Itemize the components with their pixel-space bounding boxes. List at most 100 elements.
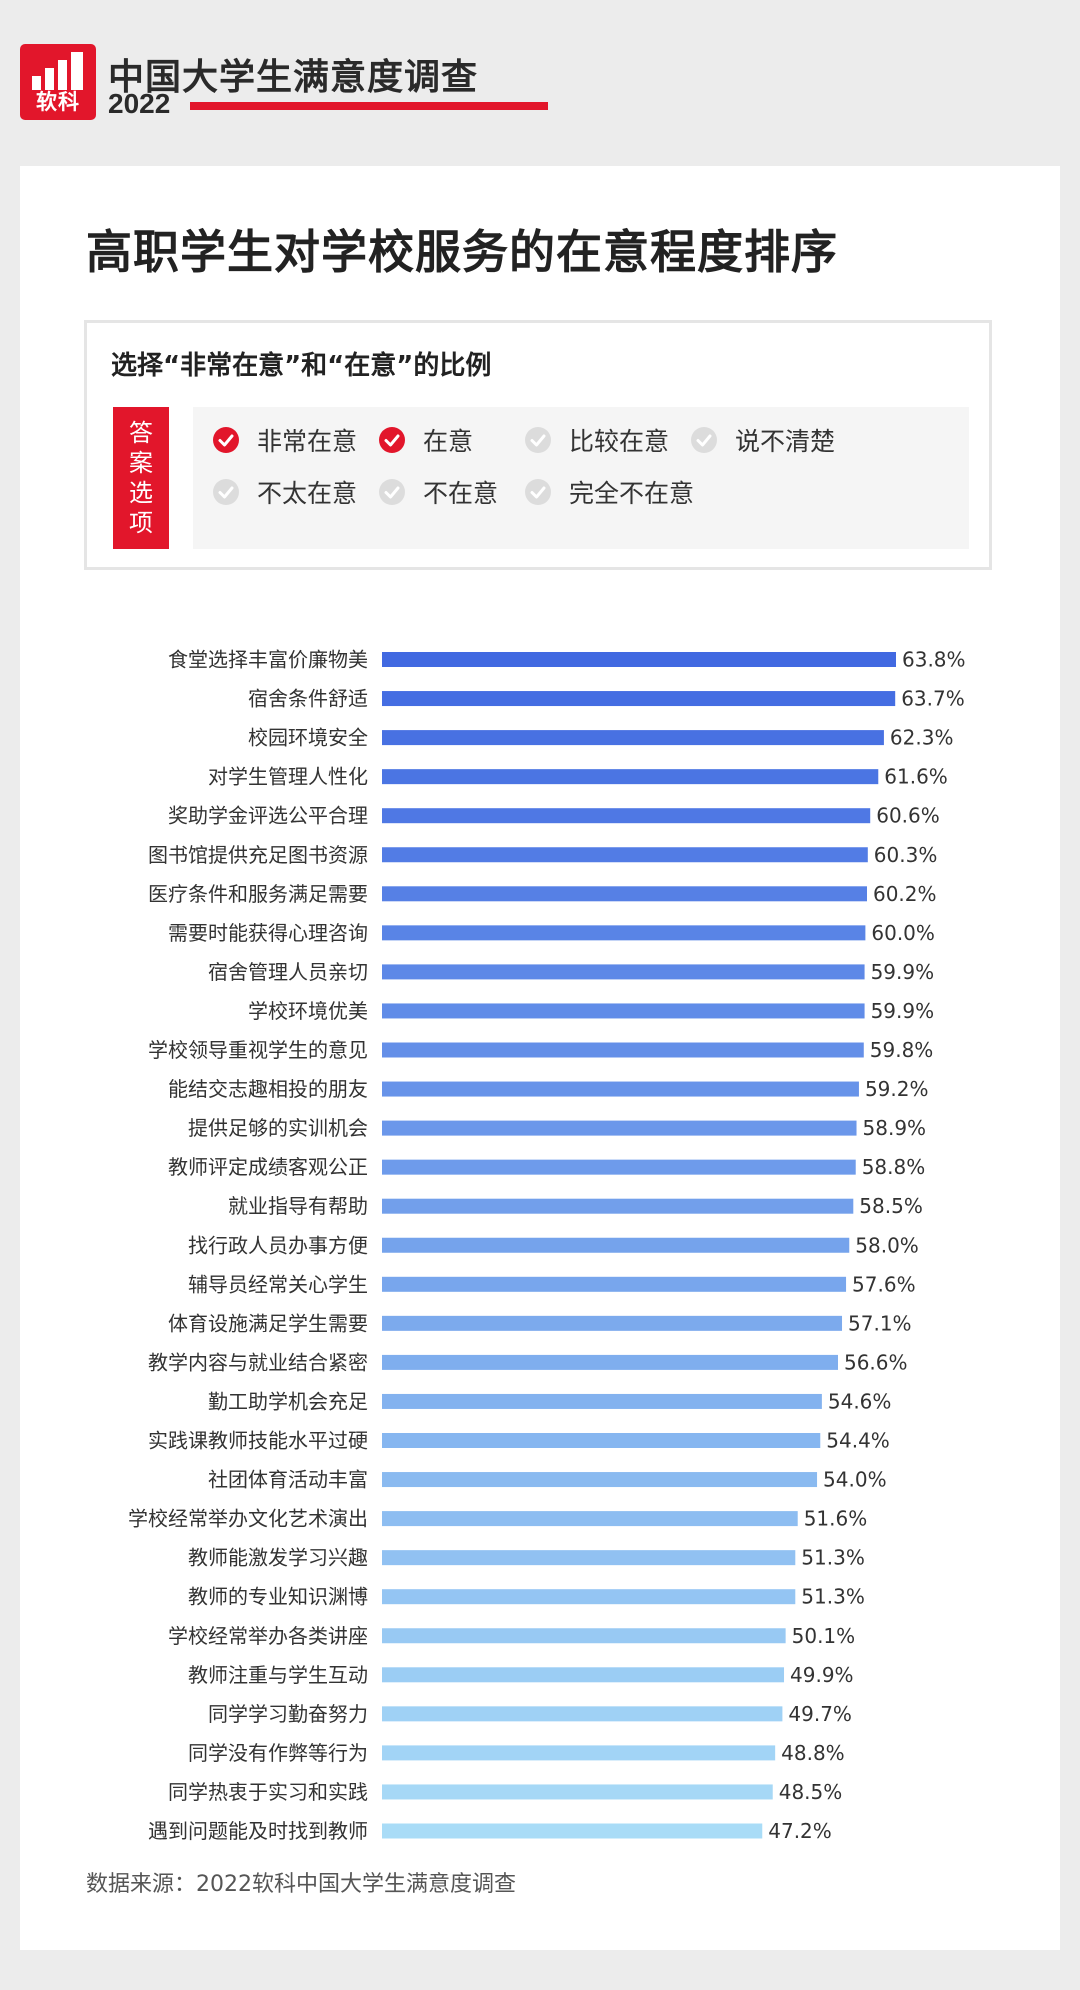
value-label: 60.0% bbox=[871, 921, 935, 945]
category-label: 宿舍管理人员亲切 bbox=[208, 960, 368, 984]
category-label: 学校经常举办文化艺术演出 bbox=[128, 1507, 368, 1531]
bar bbox=[382, 769, 879, 785]
value-label: 49.9% bbox=[790, 1663, 854, 1687]
value-label: 59.8% bbox=[870, 1038, 934, 1062]
bar bbox=[382, 1159, 856, 1175]
value-label: 51.3% bbox=[801, 1546, 865, 1570]
value-label: 57.1% bbox=[848, 1311, 912, 1335]
legend-option: 不太在意 bbox=[213, 477, 358, 508]
bar bbox=[382, 1315, 843, 1331]
value-label: 51.6% bbox=[804, 1507, 868, 1531]
legend-options-panel: 非常在意 在意 比较在意 说不清楚不太在意 不在意 完全不在意 bbox=[193, 407, 969, 549]
category-label: 同学热衷于实习和实践 bbox=[168, 1780, 368, 1804]
brand-header: 软科 中国大学生满意度调查 2022 bbox=[20, 44, 548, 122]
value-label: 59.9% bbox=[871, 960, 935, 984]
legend-option: 非常在意 bbox=[213, 425, 358, 456]
bar bbox=[382, 1511, 798, 1527]
bar bbox=[382, 1120, 857, 1136]
check-circle-gray-icon bbox=[691, 427, 717, 453]
bar bbox=[382, 1276, 847, 1292]
bar bbox=[382, 1198, 854, 1214]
check-circle-gray-icon bbox=[379, 479, 405, 505]
bar bbox=[382, 1550, 796, 1566]
survey-year: 2022 bbox=[108, 88, 171, 119]
value-label: 58.8% bbox=[862, 1155, 926, 1179]
bar bbox=[382, 964, 865, 980]
category-label: 医疗条件和服务满足需要 bbox=[148, 882, 368, 906]
category-label: 教师的专业知识渊博 bbox=[188, 1585, 368, 1609]
value-label: 51.3% bbox=[801, 1585, 865, 1609]
category-label: 同学没有作弊等行为 bbox=[188, 1741, 368, 1765]
category-label: 对学生管理人性化 bbox=[208, 765, 368, 789]
legend-option-label: 完全不在意 bbox=[569, 479, 695, 508]
category-label: 能结交志趣相投的朋友 bbox=[168, 1077, 368, 1101]
legend-option-label: 说不清楚 bbox=[735, 427, 836, 456]
category-label: 需要时能获得心理咨询 bbox=[168, 921, 368, 945]
bar bbox=[382, 1784, 773, 1800]
bar bbox=[382, 1589, 796, 1605]
bar bbox=[382, 1472, 818, 1488]
category-label: 学校经常举办各类讲座 bbox=[168, 1624, 368, 1648]
legend-option: 完全不在意 bbox=[525, 477, 695, 508]
value-label: 48.5% bbox=[779, 1780, 843, 1804]
legend-option-label: 比较在意 bbox=[569, 427, 670, 456]
answer-options-tag: 答案选项 bbox=[113, 407, 169, 549]
value-label: 60.6% bbox=[876, 804, 940, 828]
survey-title: 中国大学生满意度调查 bbox=[108, 57, 479, 98]
category-label: 宿舍条件舒适 bbox=[248, 687, 368, 711]
bar bbox=[382, 886, 867, 902]
value-label: 58.9% bbox=[863, 1116, 927, 1140]
logo-text: 软科 bbox=[36, 90, 80, 114]
check-circle-gray-icon bbox=[525, 427, 551, 453]
bar bbox=[382, 847, 868, 863]
value-label: 60.2% bbox=[873, 882, 937, 906]
legend-option-label: 不太在意 bbox=[257, 479, 358, 508]
bar bbox=[382, 1354, 838, 1370]
value-label: 61.6% bbox=[884, 765, 948, 789]
chart-title: 高职学生对学校服务的在意程度排序 bbox=[86, 225, 838, 279]
category-label: 奖助学金评选公平合理 bbox=[168, 804, 368, 828]
bar bbox=[382, 1706, 783, 1722]
bar bbox=[382, 808, 871, 824]
category-label: 教学内容与就业结合紧密 bbox=[148, 1350, 368, 1374]
value-label: 49.7% bbox=[788, 1702, 852, 1726]
legend-option-label: 不在意 bbox=[423, 479, 499, 508]
legend-option: 不在意 bbox=[379, 477, 499, 508]
value-label: 63.8% bbox=[902, 648, 966, 672]
ruanke-logo: 软科 bbox=[20, 44, 96, 120]
category-label: 辅导员经常关心学生 bbox=[188, 1272, 368, 1296]
bar bbox=[382, 1081, 859, 1097]
legend-option-label: 在意 bbox=[423, 427, 474, 456]
legend-option: 说不清楚 bbox=[691, 425, 836, 456]
legend-option: 在意 bbox=[379, 425, 474, 456]
category-label: 教师能激发学习兴趣 bbox=[188, 1546, 368, 1570]
chart-card: 高职学生对学校服务的在意程度排序 选择“非常在意”和“在意”的比例 答案选项 非… bbox=[20, 166, 1060, 1950]
category-label: 勤工助学机会充足 bbox=[208, 1389, 368, 1413]
value-label: 50.1% bbox=[792, 1624, 856, 1648]
category-label: 遇到问题能及时找到教师 bbox=[148, 1819, 368, 1843]
category-label: 食堂选择丰富价廉物美 bbox=[168, 648, 368, 672]
value-label: 47.2% bbox=[768, 1819, 832, 1843]
bar bbox=[382, 1003, 865, 1019]
category-label: 提供足够的实训机会 bbox=[188, 1116, 368, 1140]
category-label: 教师评定成绩客观公正 bbox=[168, 1155, 368, 1179]
check-circle-gray-icon bbox=[213, 479, 239, 505]
value-label: 48.8% bbox=[781, 1741, 845, 1765]
value-label: 58.0% bbox=[855, 1233, 919, 1257]
value-label: 63.7% bbox=[901, 687, 965, 711]
legend-box: 选择“非常在意”和“在意”的比例 答案选项 非常在意 在意 比较在意 说不清楚 不太在意… bbox=[84, 320, 992, 570]
category-label: 找行政人员办事方便 bbox=[188, 1233, 368, 1257]
bar-chart-svg: 食堂选择丰富价廉物美 63.8% 宿舍条件舒适 63.7% 校园环境安全 62.3% 对学生… bbox=[128, 648, 966, 1844]
category-label: 同学学习勤奋努力 bbox=[208, 1702, 368, 1726]
legend-option: 比较在意 bbox=[525, 425, 670, 456]
category-label: 校园环境安全 bbox=[248, 726, 368, 750]
category-label: 学校环境优美 bbox=[248, 999, 368, 1023]
check-circle-red-icon bbox=[379, 427, 405, 453]
category-label: 实践课教师技能水平过硬 bbox=[148, 1429, 368, 1453]
legend-option-label: 非常在意 bbox=[257, 427, 358, 456]
bar bbox=[382, 925, 866, 941]
bar bbox=[382, 652, 896, 667]
bar bbox=[382, 1393, 822, 1409]
category-label: 体育设施满足学生需要 bbox=[168, 1311, 368, 1335]
bar bbox=[382, 1823, 763, 1839]
